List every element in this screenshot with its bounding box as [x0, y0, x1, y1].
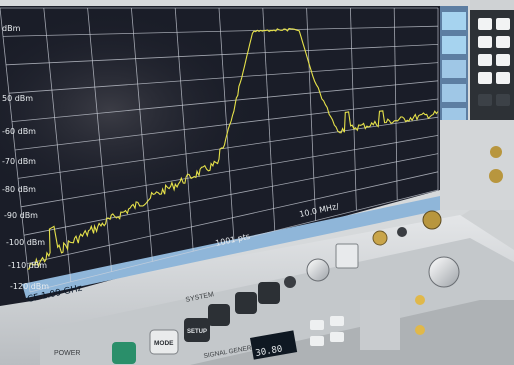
spectrum-trace — [27, 27, 439, 270]
aux-port[interactable] — [397, 227, 407, 237]
generator-rotary-knob[interactable] — [428, 256, 460, 288]
grid-line — [5, 44, 439, 66]
generator-output — [415, 325, 425, 335]
grid-line — [17, 116, 439, 179]
key[interactable] — [496, 54, 510, 66]
key[interactable] — [310, 320, 324, 330]
y-tick-label: -110 dBm — [8, 261, 47, 270]
connector — [490, 146, 502, 158]
screenshot-button[interactable] — [258, 282, 280, 304]
key[interactable] — [310, 336, 324, 346]
y-axis-labels: dBm 50 dBm -60 dBm -70 dBm -80 dBm -90 d… — [2, 24, 49, 291]
analyzer-screen — [0, 6, 468, 306]
key[interactable] — [478, 54, 492, 66]
power-button[interactable] — [112, 342, 136, 364]
grid-line — [14, 98, 439, 151]
y-tick-label: -80 dBm — [2, 185, 36, 194]
key[interactable] — [496, 72, 510, 84]
key[interactable] — [478, 18, 492, 30]
generator-display — [250, 330, 298, 360]
key[interactable] — [478, 94, 492, 106]
keyboard-button[interactable] — [208, 304, 230, 326]
softkey[interactable] — [442, 36, 466, 54]
generator-output — [415, 295, 425, 305]
setup-button[interactable]: SETUP — [184, 318, 210, 342]
connector — [489, 169, 503, 183]
usb-ports — [335, 243, 359, 269]
mode-button[interactable]: MODE — [149, 329, 179, 355]
display-button[interactable] — [235, 292, 257, 314]
y-tick-label: -70 dBm — [2, 157, 36, 166]
softkey[interactable] — [442, 12, 466, 30]
grid-line — [23, 153, 439, 236]
headphone-jack[interactable] — [284, 276, 296, 288]
grid-line — [20, 135, 439, 208]
key[interactable] — [330, 316, 344, 326]
volume-knob[interactable] — [306, 258, 330, 282]
generator-readout: 30.80 — [255, 344, 283, 359]
y-tick-label: -90 dBm — [4, 211, 38, 220]
rf-input-connector[interactable] — [422, 210, 442, 230]
grid-line — [26, 171, 439, 264]
probe-connector[interactable] — [372, 230, 388, 246]
softkey[interactable] — [442, 84, 466, 102]
y-tick-label: 50 dBm — [2, 94, 33, 103]
power-label: POWER — [54, 350, 80, 357]
key[interactable] — [478, 72, 492, 84]
grid-line — [29, 189, 439, 293]
key[interactable] — [330, 332, 344, 342]
y-tick-label: -120 dBm — [10, 282, 49, 291]
mode-button-label: MODE — [154, 340, 174, 347]
key[interactable] — [496, 94, 510, 106]
grid-line — [11, 80, 439, 122]
key[interactable] — [478, 36, 492, 48]
generator-keypad — [360, 300, 400, 350]
key[interactable] — [496, 36, 510, 48]
y-tick-label: -60 dBm — [2, 127, 36, 136]
y-tick-label: -100 dBm — [6, 238, 45, 247]
status-bar — [22, 196, 440, 298]
softkey[interactable] — [442, 60, 466, 78]
spectrum-grid — [0, 7, 439, 293]
key[interactable] — [496, 18, 510, 30]
ref-level-label: dBm — [2, 24, 21, 33]
grid-line — [8, 62, 439, 94]
setup-button-label: SETUP — [187, 329, 207, 335]
side-panel — [440, 120, 514, 210]
front-panel: SYSTEM POWER MODE SETUP — [40, 10, 514, 365]
grid-line — [2, 25, 439, 37]
keypad — [470, 10, 514, 120]
